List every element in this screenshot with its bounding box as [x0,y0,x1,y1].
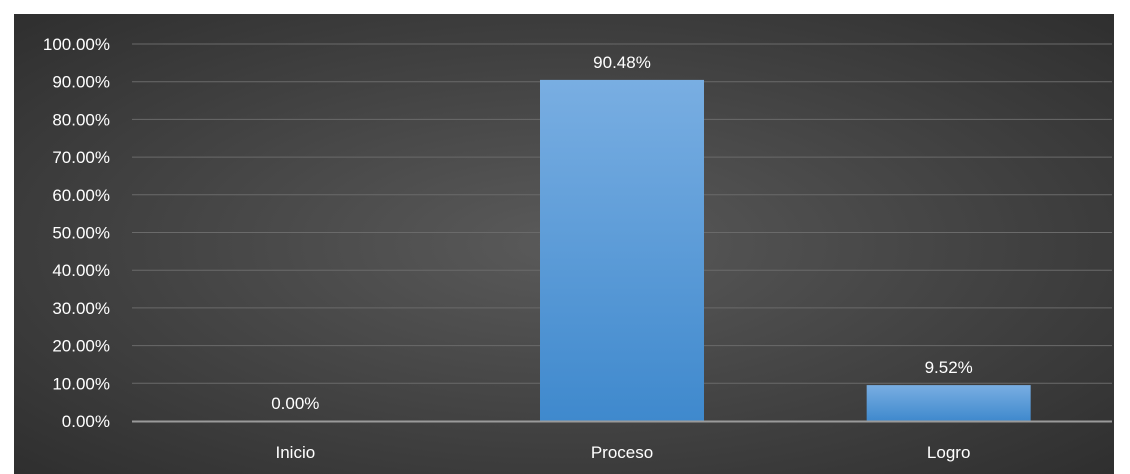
bar-proceso [540,79,704,421]
y-tick-label: 20.00% [52,337,110,356]
y-tick-label: 50.00% [52,224,110,243]
data-label-inicio: 0.00% [271,394,319,413]
y-tick-label: 10.00% [52,374,110,393]
y-axis-ticks: 0.00% 10.00% 20.00% 30.00% 40.00% 50.00% 60.00… [43,35,110,431]
data-label-proceso: 90.48% [593,53,651,72]
bar-chart: 0.00% 10.00% 20.00% 30.00% 40.00% 50.00% 60.00… [14,14,1114,474]
y-tick-label: 0.00% [62,412,110,431]
bar-logro [866,385,1031,421]
y-tick-label: 80.00% [52,110,110,129]
y-tick-label: 30.00% [52,299,110,318]
y-tick-label: 40.00% [52,261,110,280]
x-category-label: Inicio [275,443,315,462]
y-tick-label: 60.00% [52,186,110,205]
y-tick-label: 70.00% [52,148,110,167]
y-tick-label: 100.00% [43,35,110,54]
x-category-label: Logro [927,443,970,462]
y-tick-label: 90.00% [52,73,110,92]
x-axis-categories: Inicio Proceso Logro [275,443,970,462]
data-labels: 0.00% 90.48% 9.52% [271,53,973,413]
bars [540,79,1031,421]
data-label-logro: 9.52% [925,358,973,377]
chart-frame: 0.00% 10.00% 20.00% 30.00% 40.00% 50.00% 60.00… [14,14,1130,474]
x-category-label: Proceso [591,443,653,462]
